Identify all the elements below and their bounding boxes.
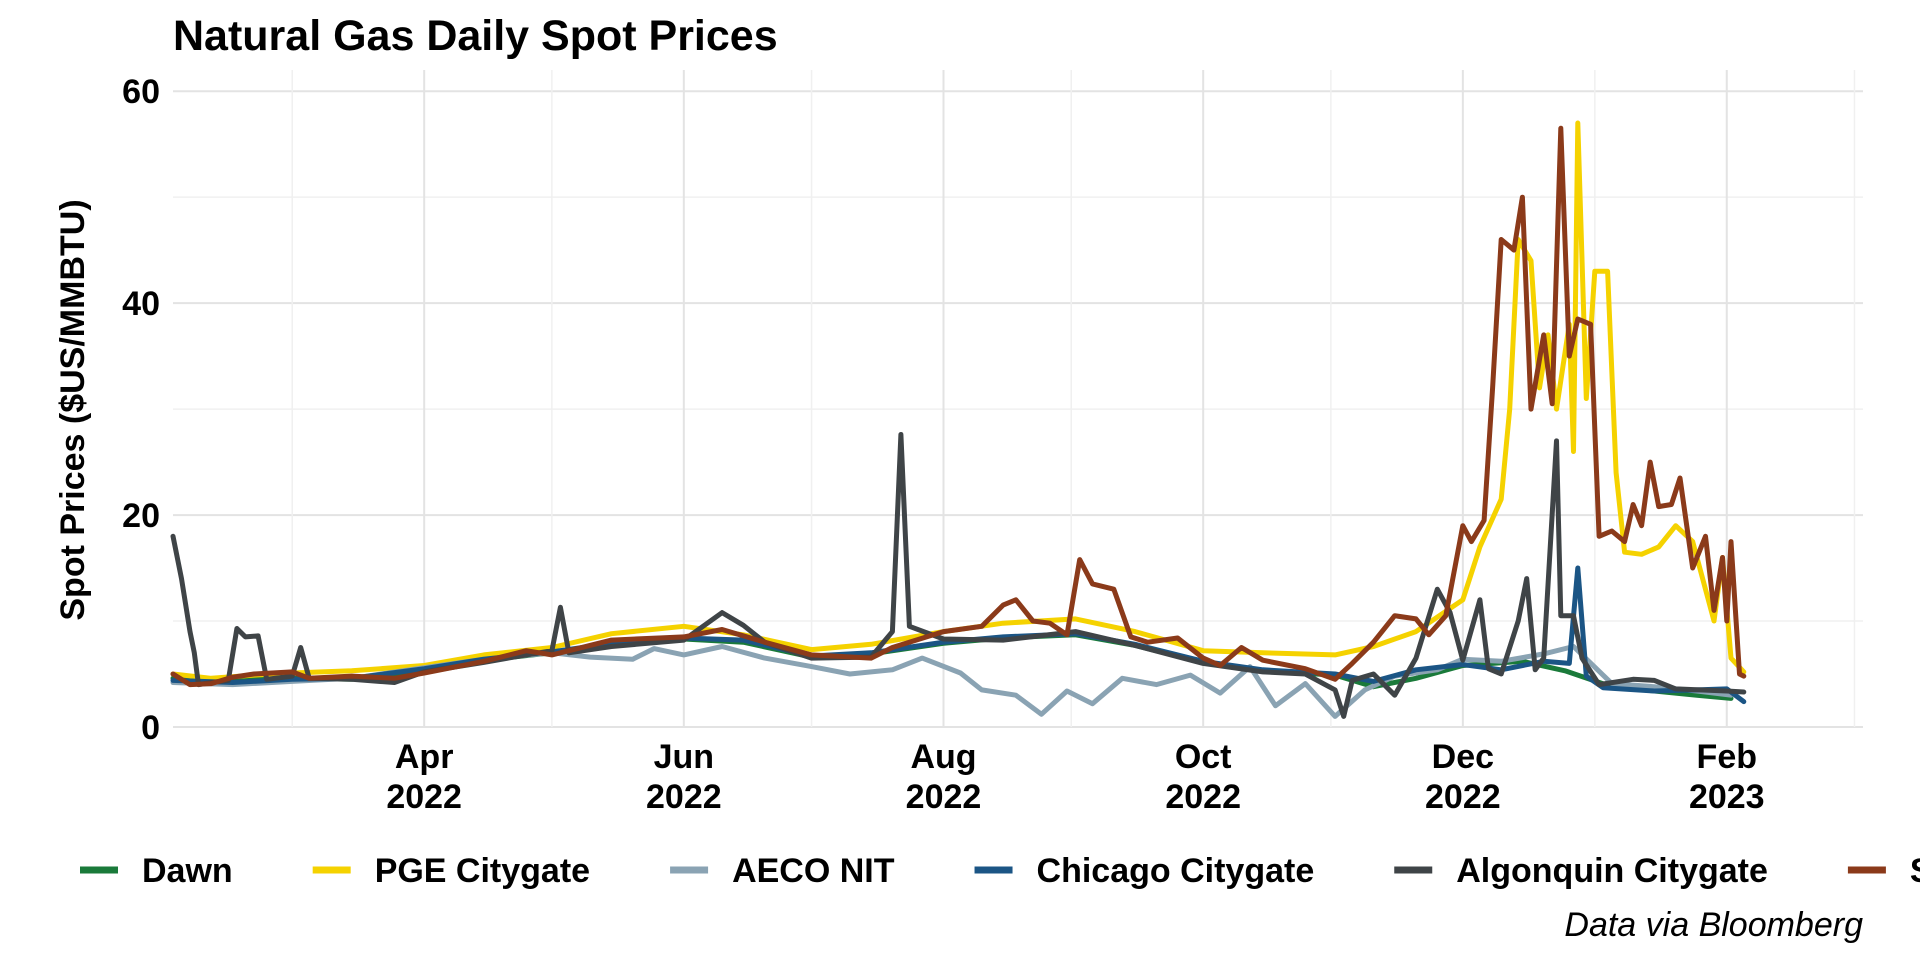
legend-label-dawn: Dawn (142, 852, 233, 890)
x-tick-label-month: Dec (1432, 738, 1494, 776)
x-tick-label-year: 2022 (1165, 778, 1241, 816)
x-axis-ticks: Apr2022Jun2022Aug2022Oct2022Dec2022Feb20… (386, 738, 1764, 816)
legend-label-pge-citygate: PGE Citygate (375, 852, 590, 890)
x-tick-label-month: Apr (395, 738, 454, 776)
series-line-pge-citygate (170, 120, 1747, 681)
series-line-chicago-citygate (170, 565, 1747, 705)
x-tick-label-year: 2022 (646, 778, 722, 816)
x-tick-label-year: 2023 (1689, 778, 1765, 816)
y-tick-label: 60 (122, 73, 160, 111)
y-tick-label: 0 (141, 709, 160, 747)
series-line-socal-citygate (170, 125, 1747, 688)
legend-label-socal-citygate: SoCal Citygate (1910, 852, 1920, 890)
y-axis-label: Spot Prices ($US/MMBTU) (54, 199, 92, 620)
legend-label-aeco-nit: AECO NIT (732, 852, 895, 890)
series-line-algonquin-citygate (170, 432, 1747, 719)
legend-label-chicago-citygate: Chicago Citygate (1037, 852, 1315, 890)
chart-title: Natural Gas Daily Spot Prices (173, 12, 778, 60)
y-axis-ticks: 0 20 40 60 (122, 73, 160, 747)
legend: Dawn PGE Citygate AECO NIT Chicago Citygate… (80, 852, 1920, 890)
x-tick-label-month: Oct (1175, 738, 1232, 776)
series-lines (170, 120, 1747, 719)
y-tick-label: 40 (122, 285, 160, 323)
x-tick-label-year: 2022 (1425, 778, 1501, 816)
grid (173, 70, 1863, 728)
x-tick-label-month: Aug (910, 738, 976, 776)
x-tick-label-year: 2022 (386, 778, 462, 816)
x-tick-label-month: Jun (654, 738, 714, 776)
series-line-aeco-nit (170, 644, 1734, 719)
x-tick-label-month: Feb (1697, 738, 1757, 776)
legend-label-algonquin-citygate: Algonquin Citygate (1456, 852, 1768, 890)
x-tick-label-year: 2022 (906, 778, 982, 816)
y-tick-label: 20 (122, 497, 160, 535)
source-caption: Data via Bloomberg (1564, 906, 1863, 944)
